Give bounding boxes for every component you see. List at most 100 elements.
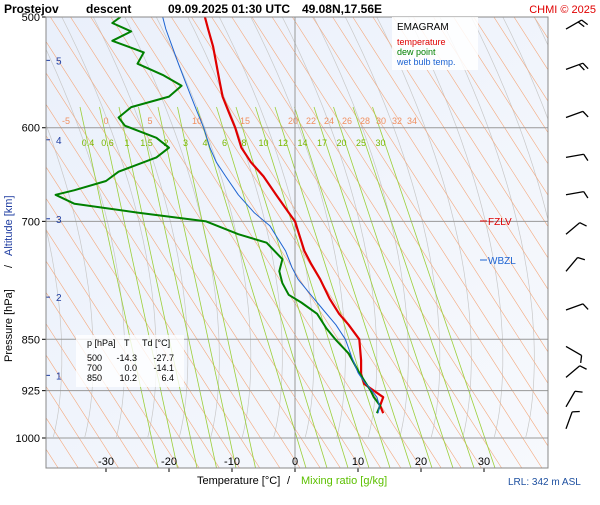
- dry-adiabat-label: 5: [147, 116, 152, 126]
- saturated-adiabat-line: [502, 17, 548, 121]
- wind-barb-staff: [565, 19, 582, 30]
- wind-barb-flag: [572, 410, 580, 413]
- dry-adiabat-line: [271, 17, 548, 447]
- y-axis-label-group: Pressure [hPa] / Altitude [km]: [3, 195, 15, 362]
- dry-adiabat-line: [46, 291, 160, 468]
- wind-barb-flag: [582, 110, 589, 118]
- dry-adiabat-line: [150, 17, 442, 468]
- dry-adiabat-line: [46, 323, 140, 468]
- wind-barb-staff: [565, 110, 584, 119]
- mixing-ratio-label: 2: [163, 138, 168, 148]
- legend-item-wet-bulb: wet bulb temp.: [396, 57, 456, 67]
- mixing-ratio-label: 20: [336, 138, 346, 148]
- dry-adiabat-line: [46, 260, 180, 468]
- wind-barb-staff: [565, 62, 584, 70]
- saturated-adiabat-line: [155, 17, 252, 438]
- data-table-bg: [76, 335, 184, 387]
- x-tick-label: 20: [415, 456, 427, 468]
- dry-adiabat-label: 26: [342, 116, 352, 126]
- dry-adiabat-label: -5: [62, 116, 70, 126]
- table-cell: -14.1: [153, 363, 174, 373]
- plot-frame: [45, 16, 549, 469]
- dry-adiabat-line: [251, 17, 543, 468]
- x-axis-label-separator: /: [287, 475, 291, 487]
- wind-barb-flag: [574, 390, 583, 393]
- mixing-ratio-line: [196, 106, 307, 468]
- y-tick-label: 700: [22, 216, 40, 228]
- saturated-adiabat-line: [46, 226, 63, 438]
- table-cell: 6.4: [161, 373, 174, 383]
- wind-barb-staff: [565, 390, 576, 408]
- dry-adiabat-line: [46, 41, 321, 468]
- legend-title: EMAGRAM: [397, 22, 449, 33]
- header-coords: 49.08N,17.56E: [302, 2, 382, 16]
- mixing-ratio-line: [333, 106, 454, 468]
- wind-barb: [565, 190, 589, 199]
- table-cell: 700: [87, 363, 102, 373]
- wind-barb-flag: [582, 303, 589, 310]
- wind-barb-flag: [580, 355, 583, 364]
- dry-adiabat-line: [554, 17, 600, 468]
- table-header-p: p [hPa]: [87, 338, 116, 348]
- dry-adiabat-line: [110, 17, 402, 468]
- wind-barb: [565, 222, 587, 235]
- dry-adiabat-line: [575, 17, 600, 468]
- mixing-ratio-line: [313, 106, 433, 468]
- saturated-adiabat-line: [439, 17, 535, 438]
- y-axis-label-separator: /: [3, 264, 15, 268]
- header-copyright: CHMI © 2025: [529, 4, 596, 16]
- header-mode: descent: [86, 2, 131, 16]
- wind-barbs: [565, 19, 589, 430]
- x-tick-label: 30: [478, 456, 490, 468]
- saturated-adiabat-line: [407, 17, 504, 438]
- dry-adiabat-line: [46, 72, 301, 468]
- mixing-ratio-line: [274, 106, 391, 468]
- x-tick-label: -20: [161, 456, 177, 468]
- table-cell: 850: [87, 373, 102, 383]
- altitude-tick-label: 3: [56, 215, 62, 226]
- dry-adiabat-line: [433, 17, 548, 196]
- mixing-ratio-label: 1.5: [140, 138, 153, 148]
- x-axis-label-temperature: Temperature [°C]: [197, 475, 280, 487]
- dry-adiabat-line: [46, 197, 220, 468]
- table-cell: 10.2: [119, 373, 137, 383]
- wind-barb: [565, 303, 589, 311]
- dry-adiabat-label: 34: [407, 116, 417, 126]
- y-tick-label: 850: [22, 334, 40, 346]
- x-tick-label: -30: [98, 456, 114, 468]
- x-tick-label: 0: [292, 456, 298, 468]
- fzlv-label: FZLV: [488, 217, 512, 228]
- mixing-ratio-line: [99, 106, 178, 468]
- mixing-ratio-label: 0.6: [101, 138, 114, 148]
- dry-adiabat-line: [392, 17, 548, 259]
- dry-adiabat-line: [332, 17, 548, 353]
- altitude-tick-label: 2: [56, 293, 62, 304]
- wet-bulb-line: [162, 17, 380, 414]
- wind-barb-staff: [565, 303, 584, 311]
- wind-barb-staff: [565, 411, 573, 430]
- wind-barb-flag: [577, 21, 585, 28]
- wind-barb: [565, 19, 589, 30]
- table-cell: 500: [87, 353, 102, 363]
- y-axis-label-altitude: Altitude [km]: [3, 195, 15, 256]
- table-cell: 0.0: [124, 363, 137, 373]
- mixing-ratio-label: 8: [241, 138, 246, 148]
- dry-adiabat-line: [372, 17, 548, 290]
- y-tick-label: 600: [22, 123, 40, 135]
- mixing-ratio-label: 17: [317, 138, 327, 148]
- mixing-ratio-label: 12: [278, 138, 288, 148]
- wind-barb-staff: [565, 345, 582, 356]
- x-axis-label-mixing-ratio: Mixing ratio [g/kg]: [301, 475, 387, 487]
- mixing-ratio-label: 14: [297, 138, 307, 148]
- wind-barb-flag: [583, 191, 589, 199]
- dry-adiabat-line: [46, 354, 119, 468]
- mixing-ratio-line: [79, 106, 159, 468]
- dry-adiabat-line: [595, 17, 600, 468]
- dry-adiabat-label: 28: [360, 116, 370, 126]
- y-tick-label: 1000: [16, 433, 40, 445]
- header-station: Prostejov: [4, 2, 59, 16]
- y-tick-label: 500: [22, 12, 40, 24]
- dry-adiabat-line: [312, 17, 548, 384]
